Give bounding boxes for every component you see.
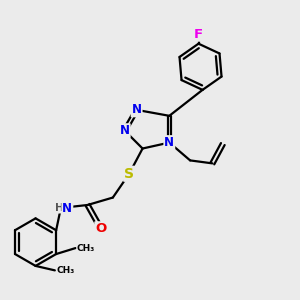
Text: CH₃: CH₃ <box>56 266 75 275</box>
Text: N: N <box>120 124 130 137</box>
Text: N: N <box>132 103 142 116</box>
Text: N: N <box>62 202 72 215</box>
Text: H: H <box>55 203 64 213</box>
Text: N: N <box>164 136 174 149</box>
Text: CH₃: CH₃ <box>77 244 95 253</box>
Text: S: S <box>124 167 134 181</box>
Text: O: O <box>95 222 106 235</box>
Text: F: F <box>194 28 203 41</box>
